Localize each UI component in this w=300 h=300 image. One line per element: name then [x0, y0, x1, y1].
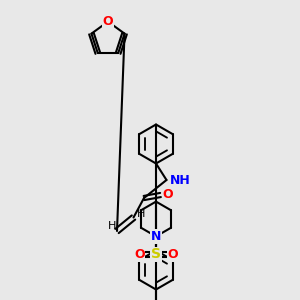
Text: O: O [163, 188, 173, 202]
Text: H: H [108, 220, 117, 231]
Text: O: O [103, 15, 113, 28]
Text: N: N [151, 230, 161, 243]
Text: S: S [151, 248, 161, 261]
Text: NH: NH [169, 173, 190, 187]
Text: H: H [137, 208, 145, 219]
Text: O: O [134, 248, 145, 261]
Text: O: O [167, 248, 178, 261]
